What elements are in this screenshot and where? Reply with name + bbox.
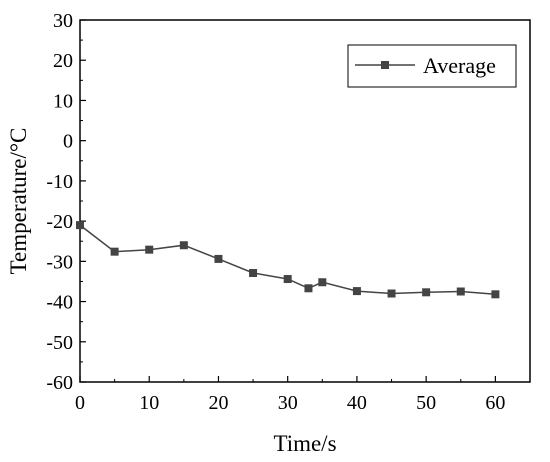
data-point — [387, 289, 396, 298]
x-tick-label: 60 — [485, 392, 505, 414]
y-tick-label: -20 — [46, 211, 73, 233]
x-tick-label: 20 — [208, 392, 228, 414]
y-tick-label: 30 — [53, 10, 73, 32]
data-point — [491, 290, 500, 299]
y-tick-label: 20 — [53, 50, 73, 72]
x-tick-label: 0 — [75, 392, 85, 414]
ticks-layer: 0 10 20 30 40 50 60 -60 -50 -40 -30 -20 -10 0 10 20 30 — [46, 10, 505, 414]
x-tick-label: 30 — [278, 392, 298, 414]
data-point — [145, 245, 154, 254]
data-point — [214, 254, 223, 263]
y-tick-label: 10 — [53, 90, 73, 112]
y-tick-label: -10 — [46, 171, 73, 193]
data-point — [318, 278, 327, 287]
data-point — [304, 284, 313, 293]
legend-marker-swatch — [381, 61, 389, 69]
x-tick-label: 40 — [347, 392, 367, 414]
x-tick-label: 50 — [416, 392, 436, 414]
data-point — [179, 241, 188, 250]
y-tick-label: 0 — [63, 131, 73, 153]
data-point — [76, 221, 84, 230]
data-point — [456, 287, 465, 296]
data-point — [422, 288, 431, 297]
x-axis-title: Time/s — [273, 431, 336, 456]
y-axis-title: Temperature/°C — [6, 128, 31, 275]
data-point — [283, 275, 292, 284]
data-point — [110, 247, 119, 256]
y-tick-label: -40 — [46, 292, 73, 314]
legend-box — [347, 44, 517, 88]
series-layer — [76, 221, 500, 299]
y-tick-label: -30 — [46, 251, 73, 273]
legend-label: Average — [423, 53, 496, 78]
data-point — [352, 287, 361, 296]
series-line — [79, 224, 496, 296]
y-tick-label: -50 — [46, 332, 73, 354]
data-point — [249, 268, 258, 277]
x-tick-label: 10 — [139, 392, 159, 414]
y-tick-label: -60 — [46, 372, 73, 394]
legend: Average — [347, 44, 517, 88]
